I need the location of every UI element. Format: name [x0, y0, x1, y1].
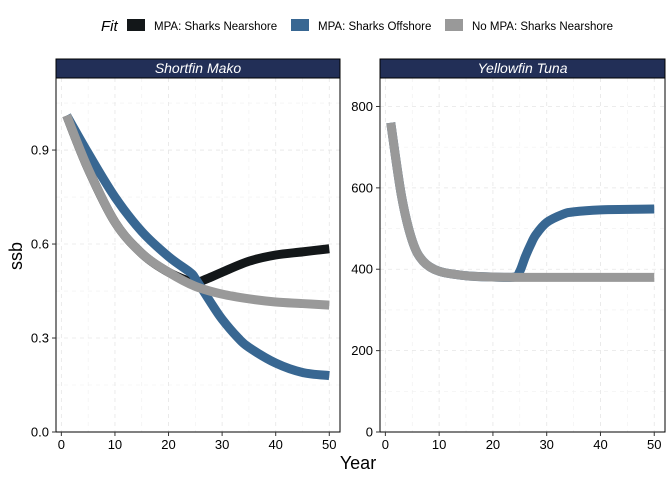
- panel-border: [379, 77, 666, 433]
- legend-swatch-nearshore: [127, 19, 145, 31]
- x-tick-label: 50: [322, 437, 336, 452]
- series-group: [386, 122, 655, 282]
- x-tick-label: 20: [161, 437, 175, 452]
- y-tick-label: 0.6: [31, 237, 49, 252]
- x-axis-title: Year: [340, 453, 376, 473]
- y-tick-label: 0.3: [31, 331, 49, 346]
- series-line-mpa-sharks-offshore: [386, 122, 655, 282]
- panel-0: Shortfin Mako 0 10 20 30 40 50 0.0 0.3 0.6 0.9: [31, 58, 341, 452]
- y-tick-label: 0.0: [31, 425, 49, 440]
- x-tick-label: 0: [58, 437, 65, 452]
- y-axis-title: ssb: [6, 242, 26, 270]
- strip-title: Shortfin Mako: [155, 60, 242, 76]
- legend-swatch-offshore: [291, 19, 309, 31]
- legend: Fit MPA: Sharks Nearshore MPA: Sharks Of…: [101, 18, 613, 35]
- x-tick-label: 30: [215, 437, 229, 452]
- legend-label-no-mpa: No MPA: Sharks Nearshore: [472, 21, 613, 33]
- y-tick-label: 0: [366, 425, 373, 440]
- y-tick-label: 400: [351, 262, 373, 277]
- x-tick-label: 20: [486, 437, 500, 452]
- x-tick-label: 40: [593, 437, 607, 452]
- series-group: [62, 113, 330, 381]
- x-tick-label: 50: [647, 437, 661, 452]
- y-tick-label: 600: [351, 180, 373, 195]
- series-line-no-mpa-sharks-nearshore: [386, 122, 655, 282]
- panel-border: [55, 77, 341, 433]
- x-tick-label: 10: [432, 437, 446, 452]
- legend-label-nearshore: MPA: Sharks Nearshore: [154, 21, 277, 33]
- legend-title: Fit: [101, 18, 118, 35]
- y-tick-label: 0.9: [31, 143, 49, 158]
- legend-swatch-no-mpa: [445, 19, 463, 31]
- legend-label-offshore: MPA: Sharks Offshore: [318, 21, 431, 33]
- x-tick-label: 40: [268, 437, 282, 452]
- series-line-mpa-sharks-offshore: [62, 113, 330, 381]
- strip-title: Yellowfin Tuna: [477, 60, 567, 76]
- panel-1: Yellowfin Tuna 0 10 20 30 40 50 0 200 400 600 800: [351, 58, 666, 452]
- y-tick-label: 800: [351, 99, 373, 114]
- x-tick-label: 30: [539, 437, 553, 452]
- y-tick-label: 200: [351, 343, 373, 358]
- x-tick-label: 0: [382, 437, 389, 452]
- series-line-no-mpa-sharks-nearshore: [62, 113, 330, 310]
- x-tick-label: 10: [108, 437, 122, 452]
